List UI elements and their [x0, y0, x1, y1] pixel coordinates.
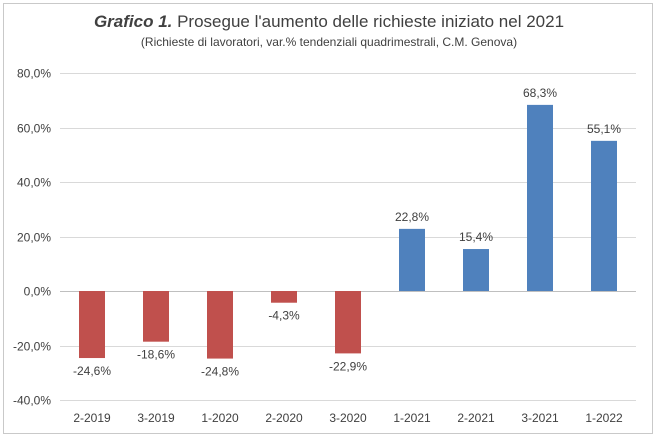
bars: [79, 104, 617, 359]
y-tick-label: 40,0%: [17, 176, 51, 190]
bar-2-2020: [271, 291, 297, 303]
bar-3-2021: [527, 104, 553, 291]
bar-3-2019: [143, 291, 169, 342]
y-tick-label: 20,0%: [17, 231, 51, 245]
x-tick-label: 2-2020: [265, 411, 303, 425]
bar-3-2020: [335, 291, 361, 354]
chart-title: Grafico 1. Prosegue l'aumento delle rich…: [0, 12, 658, 32]
data-labels: -24,6% -18,6% -24,8% -4,3% -22,9% 22,8% 15,4% 6…: [73, 86, 621, 379]
chart-title-text: Prosegue l'aumento delle richieste inizi…: [172, 12, 565, 31]
bar-2-2019: [79, 291, 105, 359]
x-tick-label: 3-2021: [521, 411, 559, 425]
x-tick-label: 1-2022: [585, 411, 623, 425]
x-tick-label: 1-2021: [393, 411, 431, 425]
bar-2-2021: [463, 249, 489, 291]
y-tick-label: 80,0%: [17, 67, 51, 81]
chart-title-lead: Grafico 1.: [93, 12, 173, 31]
bar-1-2021: [399, 228, 425, 291]
y-tick-label: 0,0%: [24, 285, 52, 299]
y-tick-label: -20,0%: [13, 340, 51, 354]
x-tick-label: 3-2019: [137, 411, 175, 425]
y-tick-label: 60,0%: [17, 122, 51, 136]
data-label: -22,9%: [329, 359, 367, 373]
data-label: 68,3%: [523, 86, 557, 100]
bar-1-2020: [207, 291, 233, 359]
y-tick-label: -40,0%: [13, 394, 51, 408]
chart-header: Grafico 1. Prosegue l'aumento delle rich…: [0, 12, 658, 50]
x-axis: 2-2019 3-2019 1-2020 2-2020 3-2020 1-2021 2-20…: [73, 411, 623, 425]
x-tick-label: 2-2019: [73, 411, 111, 425]
y-axis: 80,0% 60,0% 40,0% 20,0% 0,0% -20,0% -40,0%: [13, 67, 51, 408]
chart-subtitle: (Richieste di lavoratori, var.% tendenzi…: [140, 35, 518, 49]
data-label: 55,1%: [587, 122, 621, 136]
data-label: -18,6%: [137, 348, 175, 362]
data-label: 15,4%: [459, 230, 493, 244]
data-label: -4,3%: [268, 309, 300, 323]
data-label: 22,8%: [395, 210, 429, 224]
x-tick-label: 3-2020: [329, 411, 367, 425]
x-tick-label: 1-2020: [201, 411, 239, 425]
data-label: -24,6%: [73, 364, 111, 378]
x-tick-label: 2-2021: [457, 411, 495, 425]
data-label: -24,8%: [201, 365, 239, 379]
bar-1-2022: [591, 140, 617, 291]
